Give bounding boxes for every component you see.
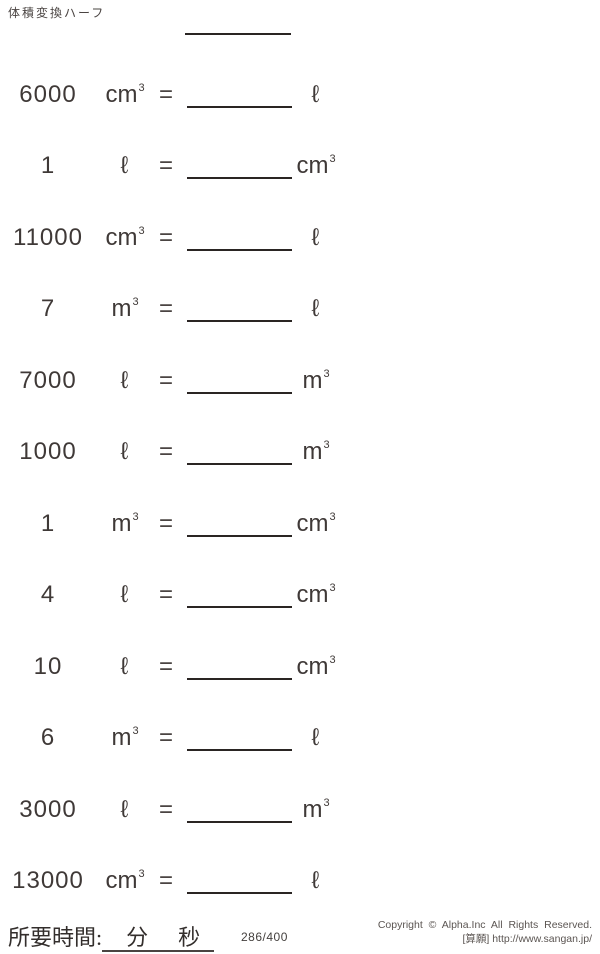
unit-to: m3 <box>302 796 330 823</box>
minutes-label: 分 <box>126 925 149 950</box>
source-url: [算願] http://www.sangan.jp/ <box>462 933 592 946</box>
answer-blank <box>187 320 292 322</box>
unit-to: ℓ <box>311 724 320 751</box>
problem-value: 1 <box>40 152 56 179</box>
answer-blank <box>187 106 292 108</box>
problem-row: 4 ℓ = cm3 <box>0 573 370 617</box>
problem-row: 1 ℓ = cm3 <box>0 144 370 188</box>
equals-sign: = <box>158 224 173 251</box>
copyright-line: Copyright © Alpha.Inc All Rights Reserve… <box>377 919 592 931</box>
problem-value: 11000 <box>13 224 83 251</box>
sheet-number: 286/400 <box>241 930 288 944</box>
answer-blank <box>187 463 292 465</box>
equals-sign: = <box>158 510 173 537</box>
problem-value: 4 <box>40 581 56 608</box>
problem-value: 13000 <box>12 867 84 894</box>
superscript-3: 3 <box>329 582 336 594</box>
unit-to: ℓ <box>311 295 320 322</box>
required-time-field: 所要時間: 分秒 <box>8 920 215 953</box>
unit-from: cm3 <box>105 81 145 108</box>
problem-row: 6 m3 = ℓ <box>0 716 370 760</box>
problem-value: 3000 <box>19 796 77 823</box>
equals-sign: = <box>158 867 173 894</box>
unit-to: m3 <box>302 367 330 394</box>
superscript-3: 3 <box>132 511 139 523</box>
unit-from: m3 <box>111 724 139 751</box>
unit-to: cm3 <box>296 653 336 680</box>
equals-sign: = <box>158 724 173 751</box>
unit-to: ℓ <box>311 867 320 894</box>
superscript-3: 3 <box>138 82 145 94</box>
unit-from: ℓ <box>120 438 129 465</box>
problem-value: 7 <box>40 295 56 322</box>
superscript-3: 3 <box>323 797 330 809</box>
superscript-3: 3 <box>329 654 336 666</box>
problem-row: 1 m3 = cm3 <box>0 502 370 546</box>
answer-blank <box>187 606 292 608</box>
unit-to: cm3 <box>296 152 336 179</box>
answer-blank <box>187 535 292 537</box>
problem-value: 6 <box>40 724 56 751</box>
answer-blank <box>187 177 292 179</box>
unit-from: ℓ <box>120 367 129 394</box>
superscript-3: 3 <box>329 511 336 523</box>
equals-sign: = <box>158 653 173 680</box>
unit-from: cm3 <box>105 224 145 251</box>
superscript-3: 3 <box>323 439 330 451</box>
unit-from: m3 <box>111 295 139 322</box>
answer-blank <box>187 678 292 680</box>
answer-blank <box>187 392 292 394</box>
equals-sign: = <box>158 581 173 608</box>
unit-to: cm3 <box>296 581 336 608</box>
problem-value: 1 <box>40 510 56 537</box>
page-title: 体積変換ハーフ <box>8 6 106 20</box>
problem-row: 6000 cm3 = ℓ <box>0 73 370 117</box>
unit-to: cm3 <box>296 510 336 537</box>
unit-to: m3 <box>302 438 330 465</box>
problem-row: 7 m3 = ℓ <box>0 287 370 331</box>
equals-sign: = <box>158 81 173 108</box>
seconds-label: 秒 <box>178 925 201 950</box>
required-time-label: 所要時間: <box>8 925 103 950</box>
copyright-block: Copyright © Alpha.Inc All Rights Reserve… <box>378 918 592 946</box>
equals-sign: = <box>158 367 173 394</box>
answer-blank <box>187 821 292 823</box>
problem-row: 10 ℓ = cm3 <box>0 645 370 689</box>
superscript-3: 3 <box>138 868 145 880</box>
problem-row: 1000 ℓ = m3 <box>0 430 370 474</box>
problem-value: 6000 <box>19 81 77 108</box>
problem-value: 7000 <box>19 367 77 394</box>
unit-to: ℓ <box>311 224 320 251</box>
equals-sign: = <box>158 295 173 322</box>
top-answer-blank <box>185 33 291 35</box>
unit-from: m3 <box>111 510 139 537</box>
unit-from: cm3 <box>105 867 145 894</box>
superscript-3: 3 <box>138 225 145 237</box>
equals-sign: = <box>158 152 173 179</box>
superscript-3: 3 <box>132 296 139 308</box>
answer-blank <box>187 249 292 251</box>
unit-from: ℓ <box>120 152 129 179</box>
problem-value: 1000 <box>19 438 77 465</box>
equals-sign: = <box>158 438 173 465</box>
superscript-3: 3 <box>329 153 336 165</box>
problem-value: 10 <box>33 653 63 680</box>
answer-blank <box>187 892 292 894</box>
problem-row: 3000 ℓ = m3 <box>0 788 370 832</box>
superscript-3: 3 <box>132 725 139 737</box>
unit-from: ℓ <box>120 653 129 680</box>
unit-from: ℓ <box>120 581 129 608</box>
unit-to: ℓ <box>311 81 320 108</box>
answer-blank <box>187 749 292 751</box>
problem-row: 7000 ℓ = m3 <box>0 359 370 403</box>
unit-from: ℓ <box>120 796 129 823</box>
problem-row: 11000 cm3 = ℓ <box>0 216 370 260</box>
equals-sign: = <box>158 796 173 823</box>
problem-row: 13000 cm3 = ℓ <box>0 859 370 903</box>
time-blank-underline: 分秒 <box>102 925 215 953</box>
superscript-3: 3 <box>323 368 330 380</box>
